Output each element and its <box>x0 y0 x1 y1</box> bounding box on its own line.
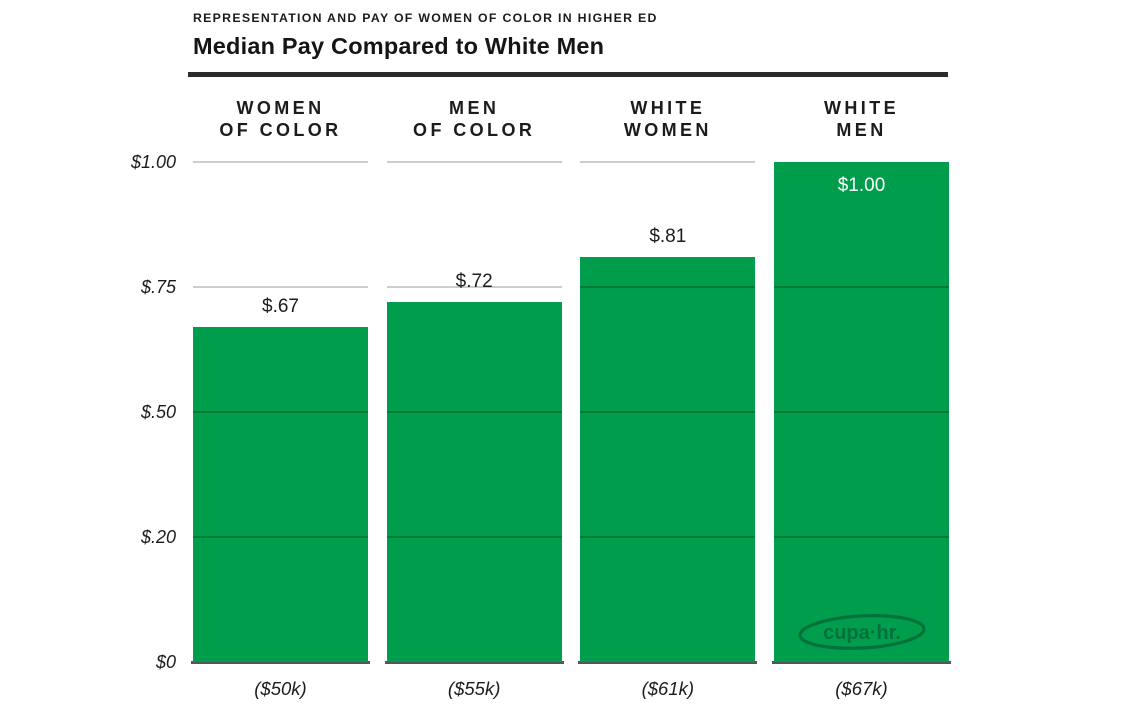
bar-column-women-of-color: WOMEN OF COLOR $.67 ($50k) <box>191 98 370 699</box>
bar-value-label: $.72 <box>455 271 493 292</box>
bar-column-men-of-color: MEN OF COLOR $.72 ($55k) <box>384 98 564 699</box>
median-salary-label: ($50k) <box>254 678 307 699</box>
bar-column-white-men: WHITE MEN $1.00 ($67k) cupa·hr. <box>772 98 951 699</box>
title-rule <box>188 72 948 77</box>
gridline-segment <box>774 536 949 538</box>
gridline-segment <box>193 536 368 538</box>
gridline-segment <box>193 411 368 413</box>
median-salary-label: ($55k) <box>447 678 501 699</box>
bar-baseline-shadow <box>772 661 951 664</box>
bar-value-label: $.81 <box>649 226 687 247</box>
gridline-segment <box>774 411 949 413</box>
gridline-segment <box>386 161 562 163</box>
chart-title: Median Pay Compared to White Men <box>193 33 605 59</box>
category-header-label: WOMEN OF COLOR <box>219 98 342 140</box>
bar-white-women <box>580 257 756 662</box>
bar-women-of-color <box>193 327 368 662</box>
gridline-segment <box>580 286 756 288</box>
y-axis: $1.00 $.75 $.50 $.20 $0 <box>90 152 176 672</box>
gridline-segment <box>386 286 562 288</box>
bar-value-label: $1.00 <box>837 175 886 196</box>
y-axis-tick-label: $1.00 <box>130 152 176 172</box>
median-salary-label: ($67k) <box>835 678 888 699</box>
bar-men-of-color <box>386 302 562 662</box>
gridline-segment <box>580 411 756 413</box>
y-axis-tick-label: $.75 <box>140 277 176 297</box>
bar-baseline-shadow <box>191 661 370 664</box>
category-header-label: WHITE WOMEN <box>623 98 712 140</box>
gridline-segment <box>774 286 949 288</box>
gridline-segment <box>386 536 562 538</box>
gridline-segment <box>193 161 368 163</box>
median-salary-label: ($61k) <box>641 678 695 699</box>
plot-area: WOMEN OF COLOR $.67 ($50k) MEN OF COLOR $.72… <box>191 98 951 699</box>
svg-text:cupa·hr.: cupa·hr. <box>823 622 901 644</box>
category-header-label: MEN OF COLOR <box>413 98 536 140</box>
cupa-hr-logo: cupa·hr. <box>774 609 949 655</box>
y-axis-tick-label: $.20 <box>140 527 176 547</box>
gridline-segment <box>386 411 562 413</box>
y-axis-tick-label: $.50 <box>140 402 176 422</box>
bar-baseline-shadow <box>384 661 564 664</box>
gridline-segment <box>580 161 756 163</box>
category-header-label: WHITE MEN <box>824 98 899 140</box>
chart-eyebrow: REPRESENTATION AND PAY OF WOMEN OF COLOR… <box>193 11 658 25</box>
bar-baseline-shadow <box>578 661 758 664</box>
bar-white-men <box>774 162 949 662</box>
gridline-segment <box>193 286 368 288</box>
bar-column-white-women: WHITE WOMEN $.81 ($61k) <box>578 98 758 699</box>
y-axis-tick-label: $0 <box>155 652 176 672</box>
gridline-segment <box>580 536 756 538</box>
bar-value-label: $.67 <box>262 296 299 317</box>
